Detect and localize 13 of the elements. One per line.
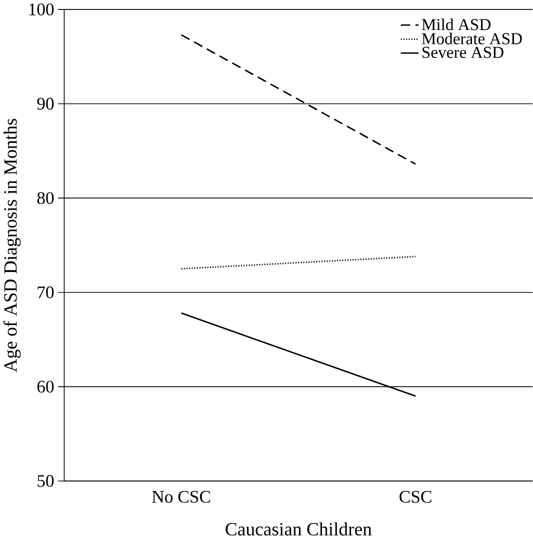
y-tick-label: 90 xyxy=(37,98,54,110)
y-tick-label: 70 xyxy=(38,286,54,298)
x-tick-label: No CSC xyxy=(152,490,210,503)
legend-label: Mild ASD xyxy=(422,18,490,30)
y-tick-label: 50 xyxy=(38,475,54,487)
y-tick-label: 60 xyxy=(37,380,54,393)
x-tick-label: CSC xyxy=(400,490,432,503)
legend-label: Severe ASD xyxy=(422,46,504,58)
y-tick-label: 100 xyxy=(29,3,54,16)
legend-label: Moderate ASD xyxy=(422,32,522,44)
x-axis-title: Caucasian Children xyxy=(226,522,372,536)
y-axis-title: Age of ASD Diagnosis in Months xyxy=(3,118,21,372)
y-tick-label: 80 xyxy=(37,192,54,204)
